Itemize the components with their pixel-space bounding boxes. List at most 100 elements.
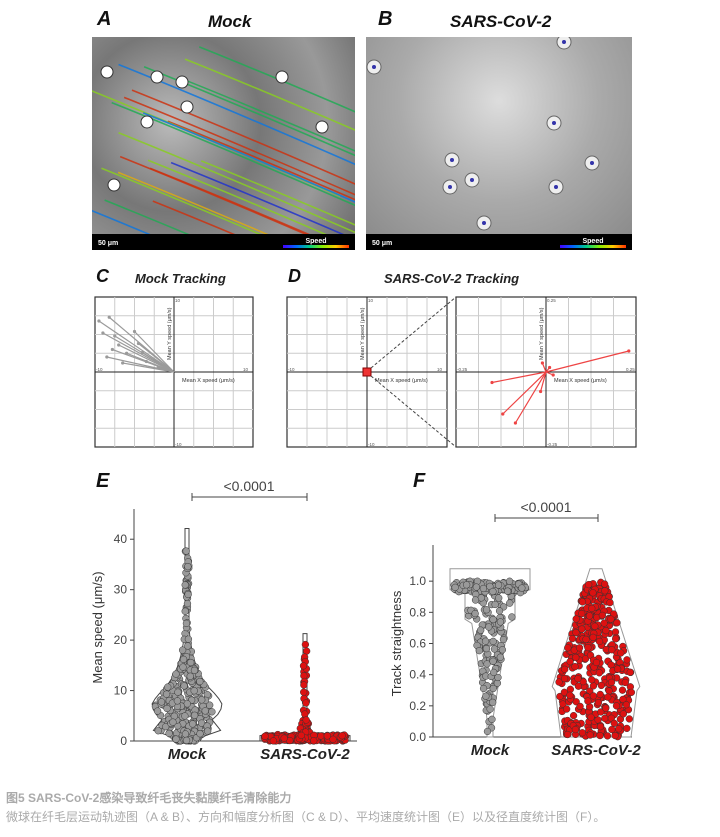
- vector-arrow: [491, 371, 547, 384]
- data-point: [302, 716, 310, 724]
- bead-track: [147, 159, 327, 234]
- data-point: [173, 697, 182, 705]
- data-point: [162, 690, 171, 698]
- bead-track: [198, 46, 355, 113]
- data-point: [184, 635, 193, 643]
- data-point: [479, 684, 488, 693]
- data-point: [490, 645, 499, 653]
- panel-title-d: SARS-CoV-2 Tracking: [384, 271, 520, 286]
- data-point: [596, 690, 604, 699]
- vector-arrowhead: [551, 373, 555, 377]
- data-point: [475, 646, 483, 655]
- data-point: [601, 714, 609, 723]
- data-point: [190, 687, 198, 695]
- data-point: [597, 708, 605, 716]
- data-point: [615, 725, 623, 733]
- data-point: [588, 676, 596, 684]
- data-point: [591, 622, 599, 630]
- data-point: [494, 581, 503, 589]
- x-axis-label: Mean X speed (μm/s): [554, 378, 607, 384]
- vector-arrow: [112, 348, 175, 373]
- data-point: [157, 698, 166, 706]
- bead-track: [142, 112, 355, 203]
- y-tick-label: 10: [175, 298, 181, 303]
- data-point: [181, 712, 189, 720]
- data-point: [495, 594, 503, 602]
- bead-track: [167, 120, 355, 201]
- data-point: [329, 735, 337, 743]
- data-point: [611, 731, 619, 740]
- data-point: [299, 662, 308, 670]
- vector-arrowhead: [110, 347, 114, 352]
- data-point: [627, 688, 636, 697]
- y-tick-label: -0.25: [547, 442, 558, 447]
- data-point: [607, 678, 616, 687]
- data-point: [572, 628, 580, 637]
- data-point: [183, 599, 192, 608]
- violin-outline: [551, 568, 641, 738]
- data-point: [603, 732, 612, 740]
- data-point: [621, 678, 629, 687]
- data-point: [518, 584, 526, 592]
- data-point: [581, 655, 590, 663]
- panel-title-a: Mock: [208, 12, 252, 31]
- y-tick-label: 30: [114, 583, 128, 597]
- bead: [315, 120, 329, 134]
- data-point: [181, 730, 190, 738]
- data-point: [623, 724, 631, 733]
- bead-track: [470, 178, 474, 182]
- x-tick-label: -10: [96, 367, 103, 372]
- data-point: [619, 710, 627, 718]
- data-point: [181, 581, 189, 589]
- speed-colorbar: [560, 245, 626, 248]
- x-axis-label: Mean X speed (μm/s): [375, 378, 428, 384]
- data-point: [600, 619, 608, 627]
- y-tick-label: 10: [114, 684, 128, 698]
- y-tick-label: 1.0: [409, 574, 426, 588]
- mock-microscopy-image: 50 μm Speed: [92, 37, 355, 250]
- data-point: [201, 707, 209, 715]
- data-point: [610, 719, 618, 727]
- y-tick-label: 0.25: [547, 298, 556, 303]
- x-tick-label: 10: [437, 367, 443, 372]
- vector-arrow: [514, 371, 547, 424]
- data-point: [187, 658, 195, 667]
- vector-arrow: [142, 351, 175, 373]
- vector-arrowhead: [490, 380, 494, 385]
- vector-arrow: [134, 331, 175, 373]
- data-point: [338, 732, 346, 740]
- data-point: [301, 640, 310, 649]
- data-point: [625, 715, 633, 723]
- data-point: [495, 607, 504, 615]
- data-point: [595, 637, 604, 646]
- data-point: [589, 589, 597, 597]
- data-point: [169, 718, 177, 726]
- data-point: [605, 687, 613, 695]
- data-point: [310, 737, 318, 745]
- y-tick-label: -10: [175, 442, 182, 447]
- data-point: [489, 698, 497, 707]
- data-point: [300, 688, 308, 696]
- data-point: [564, 644, 572, 652]
- y-axis-label: Mean Y speed (μm/s): [167, 307, 173, 360]
- vector-arrow: [118, 344, 175, 373]
- data-point: [483, 727, 492, 736]
- data-point: [592, 658, 601, 667]
- y-tick-label: 0.2: [409, 699, 426, 713]
- data-point: [179, 655, 188, 664]
- data-point: [181, 607, 189, 615]
- data-point: [489, 615, 497, 624]
- vector-arrowhead: [117, 343, 121, 347]
- panel-label-e: E: [96, 470, 110, 492]
- panel-label-c: C: [96, 266, 109, 286]
- data-point: [584, 643, 592, 652]
- data-point: [179, 663, 187, 671]
- data-point: [597, 681, 605, 690]
- data-point: [184, 590, 192, 599]
- data-point: [172, 670, 180, 678]
- data-point: [572, 653, 580, 662]
- data-point: [556, 692, 564, 701]
- data-point: [186, 672, 194, 680]
- bead-track: [554, 185, 558, 189]
- x-tick-label: -0.25: [457, 367, 468, 372]
